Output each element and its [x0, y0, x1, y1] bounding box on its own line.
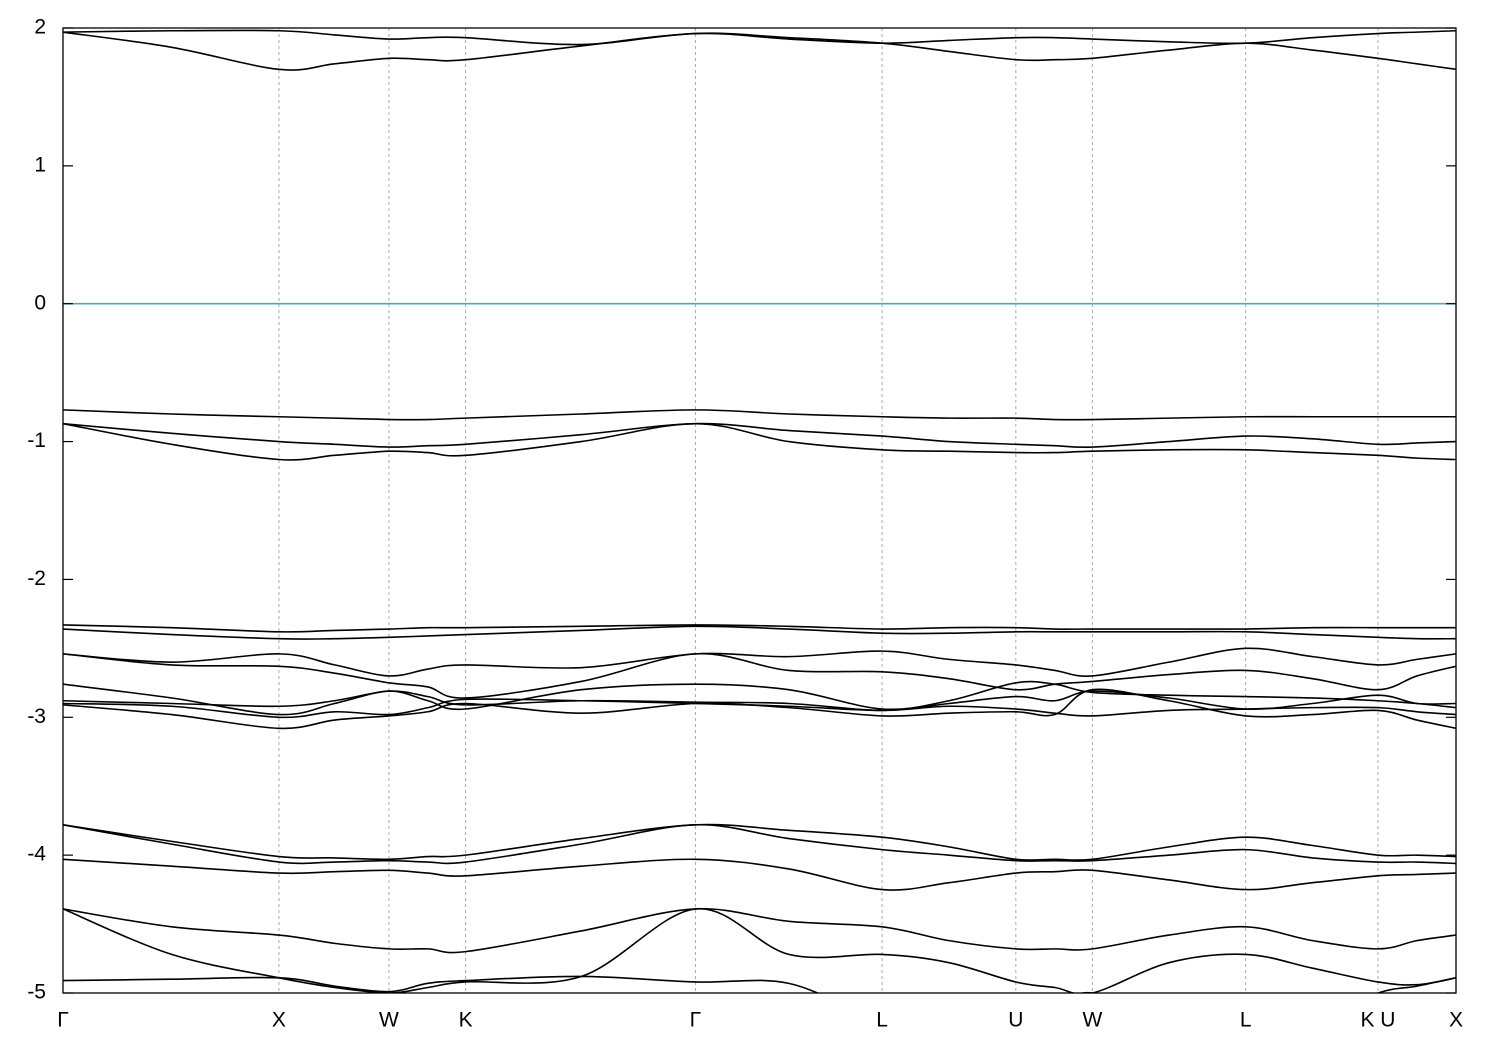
plot-frame: [62, 27, 1457, 994]
band: [63, 858, 1456, 891]
bands: [63, 29, 1456, 993]
band: [63, 908, 1456, 993]
y-tick-label: -5: [27, 981, 46, 1004]
y-tick-label: -4: [27, 843, 46, 866]
x-tick-label: X: [1449, 1009, 1463, 1032]
band: [63, 907, 1456, 954]
x-tick-label: W: [1083, 1009, 1103, 1032]
y-tick-label: -2: [27, 567, 46, 590]
band: [63, 688, 1456, 730]
band: [63, 975, 1456, 993]
grid: [62, 28, 1457, 993]
band: [63, 625, 1456, 640]
y-tick-label: 2: [34, 16, 46, 39]
x-tick-label: U: [1008, 1009, 1023, 1032]
x-tick-label: W: [379, 1009, 399, 1032]
y-tick-label: 1: [34, 153, 46, 176]
band: [63, 624, 1456, 633]
band: [63, 653, 1456, 699]
band: [63, 690, 1456, 712]
axes: -5 -4 -3 -2 -1 0 1 2 Γ X W K Γ L U W L K U X: [27, 16, 1463, 1032]
y-tick-label: 0: [34, 291, 46, 314]
band: [63, 680, 1456, 716]
x-tick-label: Γ: [57, 1009, 69, 1032]
band: [63, 823, 1456, 861]
band: [63, 824, 1456, 865]
y-tick-label: -3: [27, 705, 46, 728]
band: [63, 422, 1456, 449]
band: [63, 422, 1456, 461]
band: [63, 647, 1456, 677]
y-tick-label: -1: [27, 429, 46, 452]
x-tick-label: L: [1240, 1009, 1252, 1032]
x-tick-label: K: [459, 1009, 473, 1032]
x-tick-label: X: [272, 1009, 286, 1032]
band: [63, 698, 1456, 719]
x-tick-label: L: [876, 1009, 888, 1032]
x-tick-label: Γ: [690, 1009, 702, 1032]
band: [63, 31, 1456, 71]
band: [63, 409, 1456, 421]
band: [63, 29, 1456, 46]
x-tick-label: K U: [1360, 1009, 1395, 1032]
